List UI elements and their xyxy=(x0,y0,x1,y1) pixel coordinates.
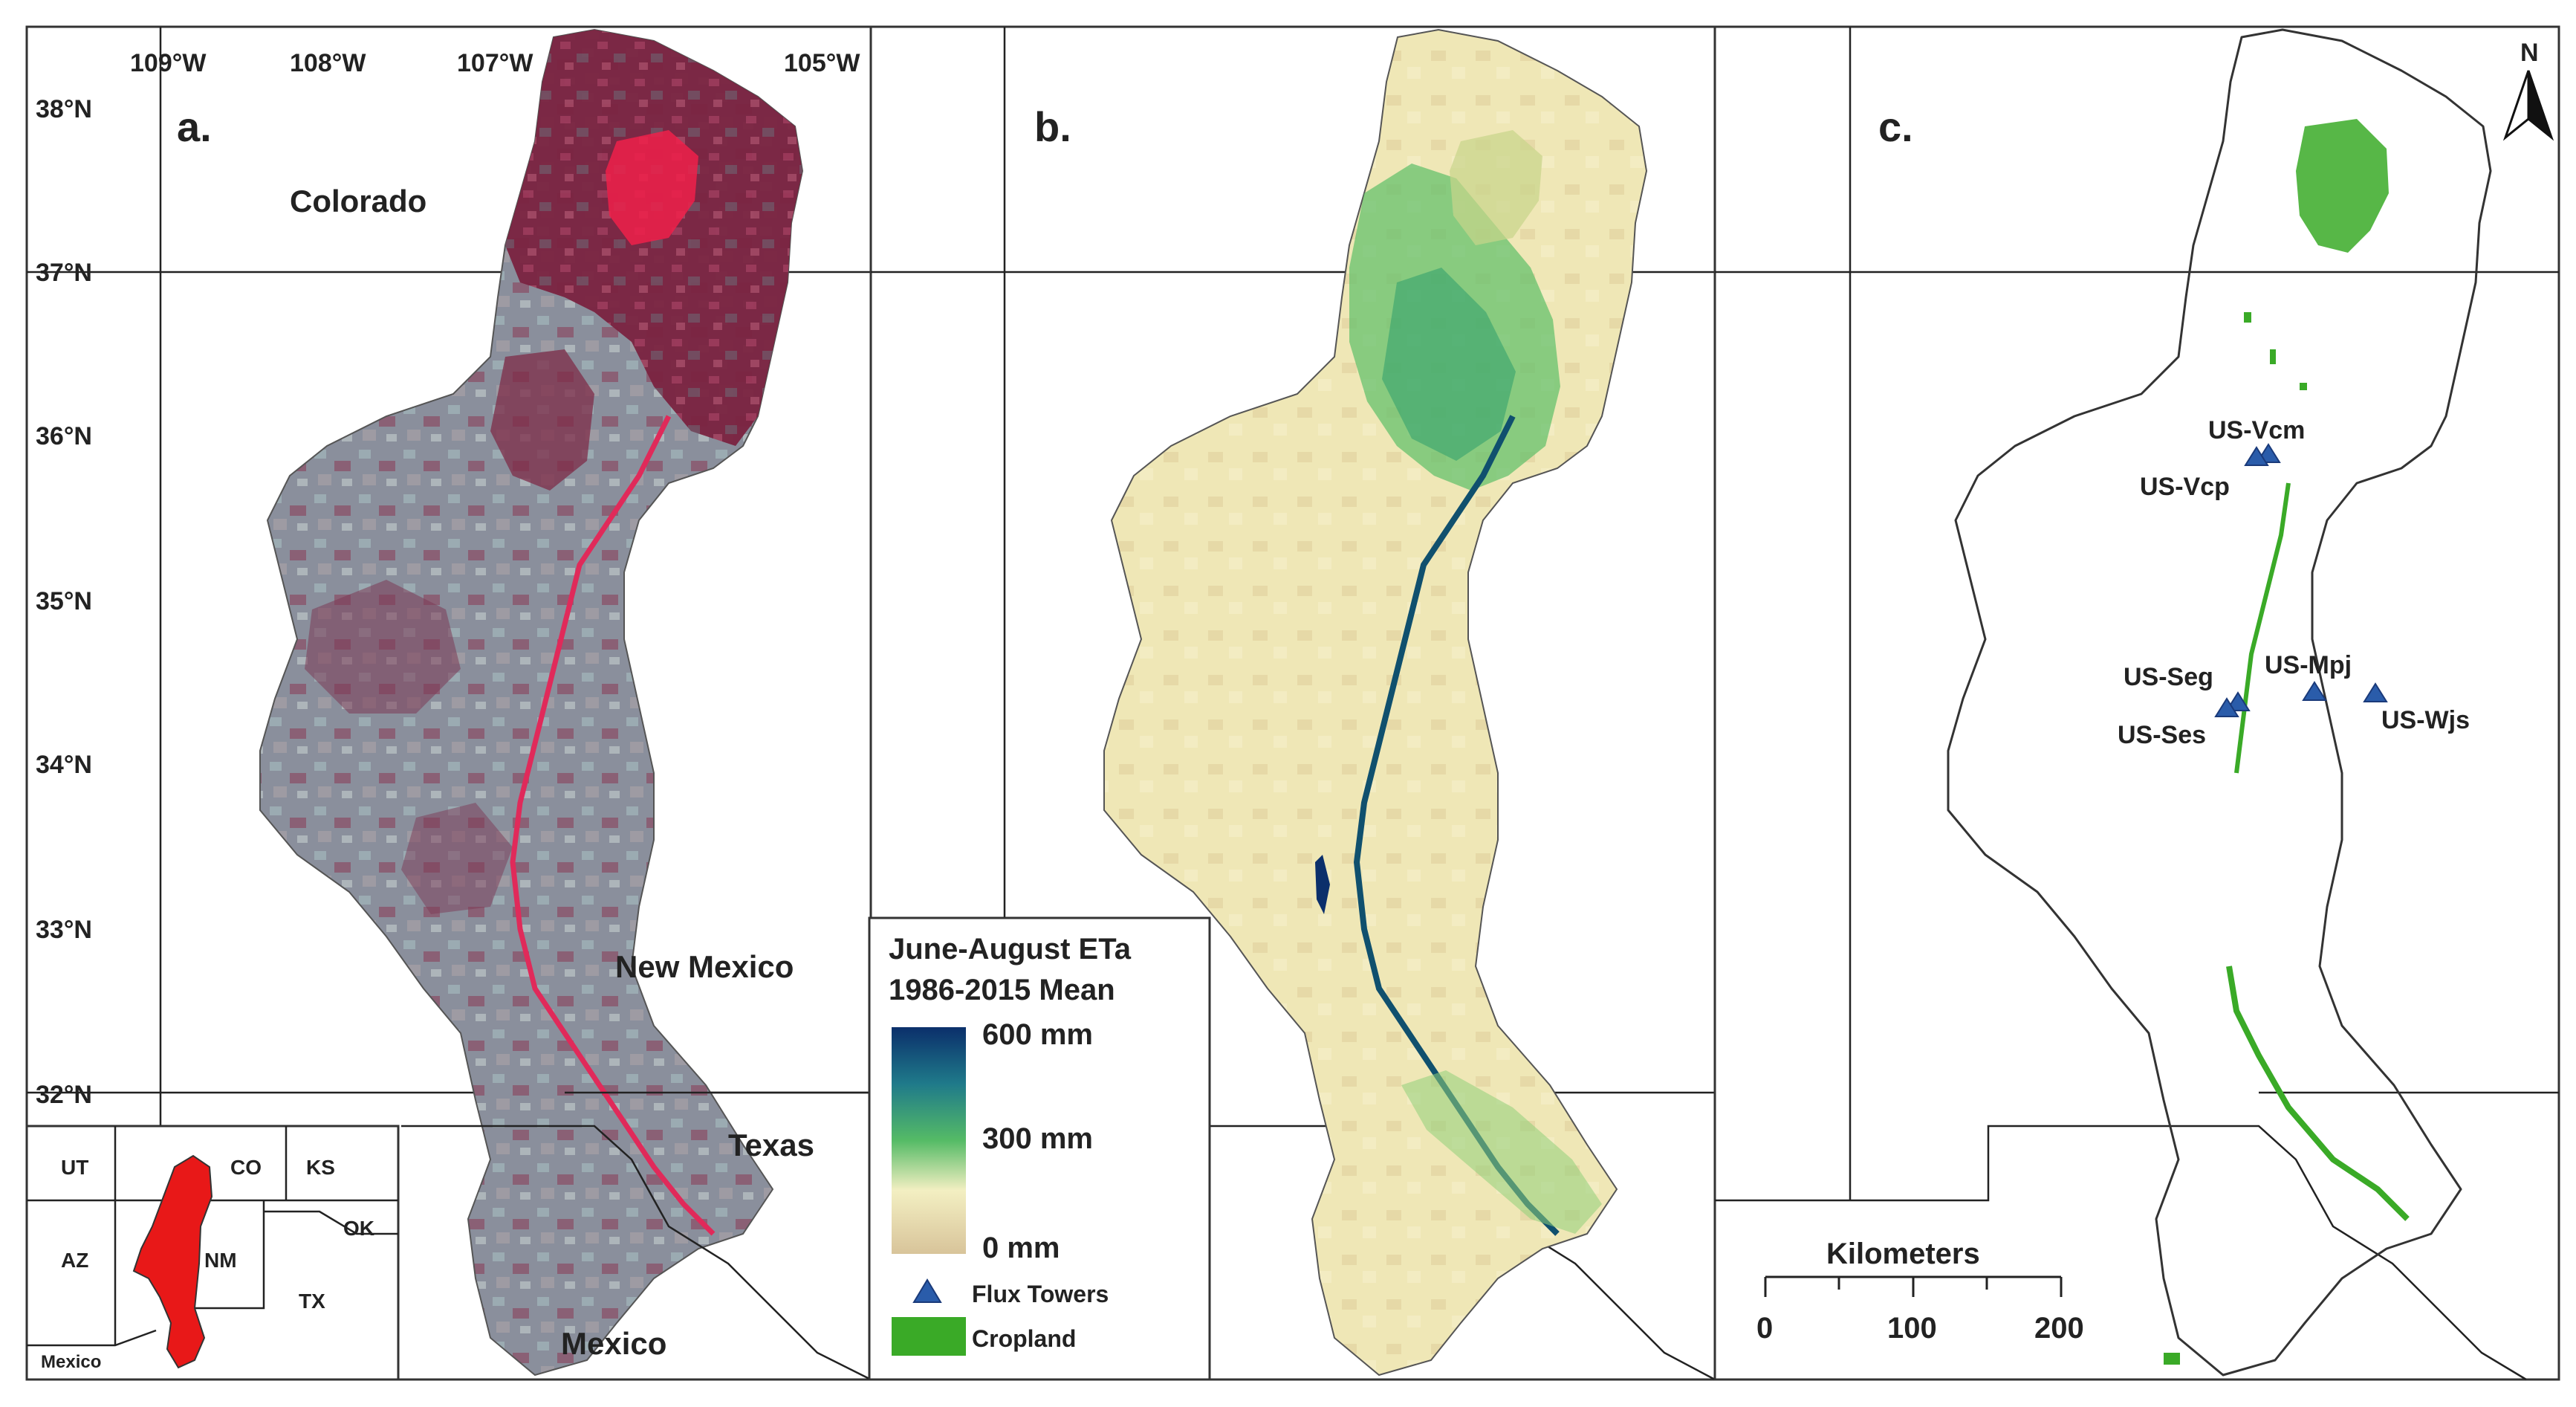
tower-label-ses: US-Ses xyxy=(2118,721,2206,749)
panel-b: b. June-August ETa 1986-2015 Mean 600 mm… xyxy=(868,25,1716,1381)
eta-legend: June-August ETa 1986-2015 Mean 600 mm 30… xyxy=(868,916,1211,1381)
tower-label-wjs: US-Wjs xyxy=(2381,706,2470,734)
eta-color-ramp xyxy=(892,1027,966,1254)
inset-border-mexico xyxy=(27,1329,157,1347)
eta-mid-zone-north xyxy=(1382,268,1516,461)
lon-tick-105w: 105°W xyxy=(784,49,860,77)
cropland-patch-south xyxy=(2164,1353,2180,1365)
scale-bar: Kilometers 0 100 200 xyxy=(1756,1238,2084,1345)
inset-border-ok-tx xyxy=(264,1210,398,1235)
san-luis-valley-cropland xyxy=(606,130,698,245)
eta-zone-southern-valley xyxy=(1401,1070,1602,1234)
border-line-c xyxy=(1715,1125,2527,1381)
lat-tick-35n: 35°N xyxy=(36,587,92,615)
lat-tick-36n: 36°N xyxy=(36,422,92,450)
tower-label-seg: US-Seg xyxy=(2124,663,2213,691)
tower-label-vcp: US-Vcp xyxy=(2140,473,2230,501)
central-vegetation-zone xyxy=(490,349,594,491)
legend-title-line2: 1986-2015 Mean xyxy=(889,974,1115,1006)
eta-zone-san-luis xyxy=(1450,130,1542,245)
scale-label-200: 200 xyxy=(2034,1312,2084,1345)
inset-label-mexico: Mexico xyxy=(41,1352,101,1372)
tower-marker-vcp xyxy=(2244,446,2269,466)
inset-label-ok: OK xyxy=(343,1217,374,1240)
tower-label-vcm: US-Vcm xyxy=(2208,416,2305,444)
texas-label: Texas xyxy=(728,1128,814,1162)
panel-b-label: b. xyxy=(1034,103,1071,150)
tower-marker-mpj xyxy=(2302,681,2327,701)
basin-outline-c xyxy=(1947,28,2492,1377)
inset-label-ut: UT xyxy=(61,1156,88,1179)
scale-bar-title: Kilometers xyxy=(1826,1238,1980,1270)
legend-cropland: Cropland xyxy=(972,1325,1076,1352)
tower-marker-wjs xyxy=(2363,682,2388,702)
elephant-butte-reservoir xyxy=(1315,855,1330,914)
cropland-patch-2 xyxy=(2270,349,2276,364)
lat-tick-33n: 33°N xyxy=(36,916,92,944)
panel-c-label: c. xyxy=(1878,103,1913,150)
north-arrow-right-half xyxy=(2527,70,2554,141)
cropland-swatch xyxy=(892,1317,966,1356)
lat-tick-34n: 34°N xyxy=(36,751,92,779)
inset-label-co: CO xyxy=(230,1156,262,1179)
flux-tower-symbol-icon xyxy=(912,1278,942,1303)
ramp-label-0: 0 mm xyxy=(982,1232,1060,1264)
inset-label-tx: TX xyxy=(299,1290,325,1313)
western-vegetation-zone xyxy=(305,580,461,714)
north-arrow-icon: N xyxy=(2502,39,2554,141)
tower-label-mpj: US-Mpj xyxy=(2265,651,2352,679)
inset-label-nm: NM xyxy=(204,1249,237,1272)
cropland-strip-south xyxy=(2226,966,2410,1221)
inset-background xyxy=(25,1125,400,1381)
southern-vegetation-zone xyxy=(401,803,513,914)
lon-tick-107w: 107°W xyxy=(457,49,533,77)
panel-a: a. 109°W 108°W 107°W 105°W 38°N 37°N 36°… xyxy=(25,25,872,1381)
cropland-patch-1 xyxy=(2244,312,2251,323)
north-arrow-label: N xyxy=(2520,39,2539,67)
inset-locator-map: UT CO KS AZ NM OK TX Mexico xyxy=(25,1125,400,1381)
scale-label-100: 100 xyxy=(1887,1312,1937,1345)
inset-label-az: AZ xyxy=(61,1249,88,1272)
panel-a-label: a. xyxy=(177,103,212,150)
lat-tick-32n: 32°N xyxy=(36,1081,92,1109)
legend-title-line1: June-August ETa xyxy=(889,933,1132,966)
north-arrow-left-half xyxy=(2502,70,2530,141)
cropland-san-luis-valley xyxy=(2296,119,2389,253)
inset-basin-shape xyxy=(132,1154,213,1369)
panel-c: US-Vcm US-Vcp US-Seg US-Ses US-Mpj US-Wj… xyxy=(1713,25,2560,1381)
lat-tick-37n: 37°N xyxy=(36,259,92,287)
tower-marker-seg xyxy=(2225,691,2251,711)
new-mexico-label: New Mexico xyxy=(615,949,794,984)
ramp-label-300: 300 mm xyxy=(982,1122,1093,1155)
panel-c-frame xyxy=(1713,25,2560,1381)
scale-label-0: 0 xyxy=(1756,1312,1773,1345)
cropland-strip-middle xyxy=(2234,482,2291,774)
inset-label-ks: KS xyxy=(306,1156,335,1179)
colorado-label: Colorado xyxy=(290,184,426,219)
legend-flux-towers: Flux Towers xyxy=(972,1281,1109,1307)
tower-marker-ses xyxy=(2214,697,2239,717)
lon-tick-108w: 108°W xyxy=(290,49,366,77)
lat-tick-38n: 38°N xyxy=(36,95,92,123)
inset-border-nm-tx xyxy=(171,1200,265,1310)
mexico-label: Mexico xyxy=(561,1326,666,1361)
ramp-label-600: 600 mm xyxy=(982,1018,1093,1051)
rio-grande-river-a xyxy=(510,415,716,1236)
us-mexico-border-a xyxy=(401,1125,872,1381)
cropland-patch-3 xyxy=(2300,383,2307,390)
lon-tick-109w: 109°W xyxy=(130,49,207,77)
